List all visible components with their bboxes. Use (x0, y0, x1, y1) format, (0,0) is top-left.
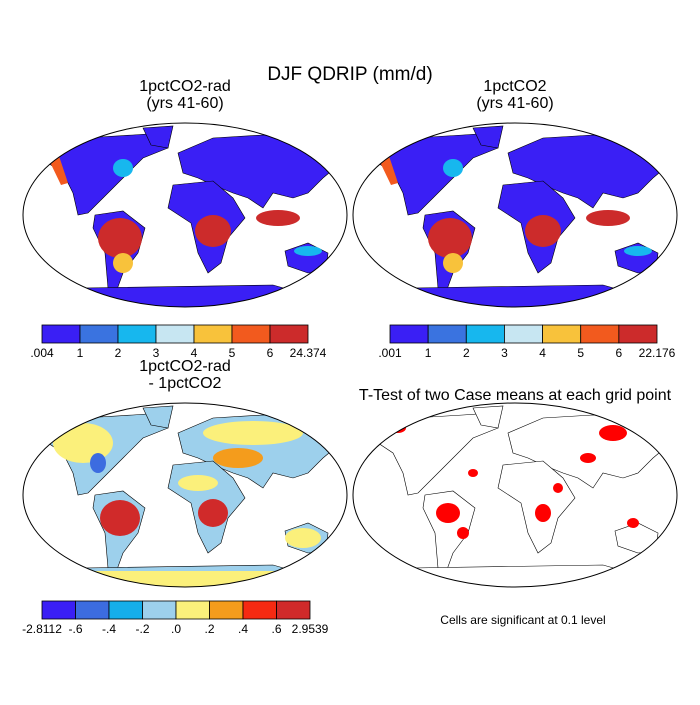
colorbar-box (175, 600, 210, 620)
colorbar-box (427, 324, 467, 344)
colorbar-box (79, 324, 119, 344)
colorbar-box (108, 600, 143, 620)
colorbar-box (542, 324, 582, 344)
colorbar-label: -.2 (135, 622, 149, 636)
colorbar-box (75, 600, 110, 620)
colorbar-box (41, 324, 81, 344)
colorbar-box (142, 600, 177, 620)
colorbar-label: 2 (115, 346, 122, 360)
colorbar-label: 4 (539, 346, 546, 360)
panel-note: Cells are significant at 0.1 level (440, 613, 605, 627)
colorbar-box (209, 600, 244, 620)
colorbar-box (117, 324, 157, 344)
colorbar-box (269, 324, 309, 344)
panel-title: (yrs 41-60) (146, 95, 223, 112)
colorbar-label: -2.8112 (22, 622, 62, 636)
colorbar-box (155, 324, 195, 344)
map-panel (22, 122, 348, 308)
panel-title: 1pctCO2-rad (139, 358, 231, 375)
figure-title: DJF QDRIP (mm/d) (267, 64, 432, 85)
panel-title: - 1pctCO2 (149, 375, 222, 392)
colorbar-label: .0 (171, 622, 181, 636)
colorbar-label: 1 (425, 346, 432, 360)
colorbar-box (504, 324, 543, 344)
colorbar-box (41, 600, 76, 620)
colorbar-label: .2 (204, 622, 214, 636)
panel-title: 1pctCO2 (483, 78, 546, 95)
colorbar-label: 2.9539 (292, 622, 329, 636)
map-panel (352, 122, 678, 308)
colorbar-label: 22.176 (639, 346, 676, 360)
panel-title: T-Test of two Case means at each grid po… (359, 387, 672, 404)
map-panel (22, 402, 348, 588)
colorbar-label: 24.374 (290, 346, 327, 360)
colorbar-box (580, 324, 620, 344)
colorbar-label: .6 (271, 622, 281, 636)
colorbar-box (389, 324, 429, 344)
map-panel (352, 402, 678, 588)
colorbar-box (231, 324, 271, 344)
colorbar-box (465, 324, 505, 344)
colorbar-label: 2 (463, 346, 470, 360)
colorbar-label: 1 (77, 346, 84, 360)
colorbar-label: 3 (153, 346, 160, 360)
colorbar-box (193, 324, 233, 344)
panel-title: 1pctCO2-rad (139, 78, 231, 95)
colorbar-box (618, 324, 658, 344)
colorbar-label: 6 (616, 346, 623, 360)
colorbar-label: .004 (30, 346, 54, 360)
colorbar-box (242, 600, 277, 620)
colorbar-label: 3 (501, 346, 508, 360)
colorbar-label: 5 (577, 346, 584, 360)
colorbar-label: .001 (378, 346, 402, 360)
panel-title: (yrs 41-60) (476, 95, 553, 112)
colorbar-box (276, 600, 311, 620)
colorbar-label: 6 (267, 346, 274, 360)
colorbar-label: -.4 (102, 622, 116, 636)
colorbar-label: 4 (191, 346, 198, 360)
colorbar-label: -.6 (68, 622, 82, 636)
colorbar-label: .4 (238, 622, 248, 636)
colorbar-label: 5 (229, 346, 236, 360)
